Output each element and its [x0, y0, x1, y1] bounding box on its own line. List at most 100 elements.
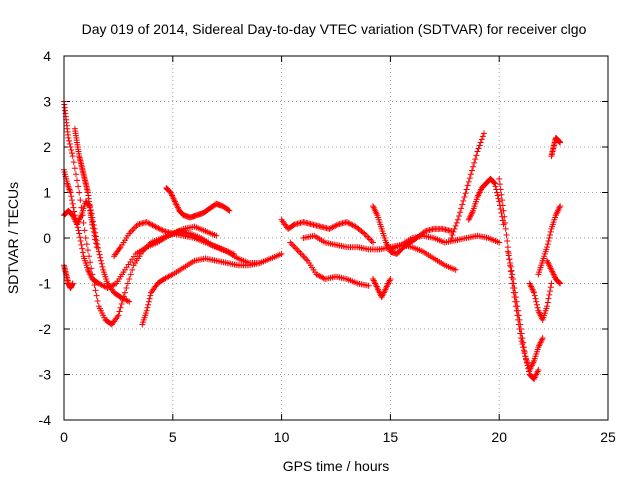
data-point	[548, 280, 555, 287]
data-point	[359, 229, 366, 236]
data-point	[298, 251, 305, 258]
data-point	[66, 137, 73, 144]
data-point	[557, 139, 564, 146]
data-point	[496, 198, 503, 205]
data-point	[450, 228, 457, 235]
data-point	[86, 253, 93, 260]
data-point	[513, 298, 520, 305]
data-point	[504, 238, 511, 245]
data-point	[518, 338, 525, 345]
data-point	[94, 297, 101, 304]
data-point	[91, 225, 98, 232]
data-point	[121, 289, 128, 296]
data-point	[69, 280, 76, 287]
data-point	[534, 304, 541, 311]
data-point	[76, 234, 83, 241]
data-point	[82, 235, 89, 241]
data-point	[365, 282, 372, 289]
data-point	[547, 284, 554, 291]
data-point	[387, 275, 394, 282]
data-point	[123, 285, 130, 292]
data-point	[497, 186, 504, 193]
data-point	[95, 248, 102, 255]
data-point	[290, 222, 297, 229]
data-point	[514, 303, 521, 310]
data-point	[68, 197, 75, 204]
data-point	[126, 298, 133, 305]
data-point	[294, 247, 301, 254]
data-point	[539, 335, 546, 342]
data-point	[532, 295, 539, 302]
data-point	[90, 222, 97, 229]
data-point	[297, 250, 304, 257]
data-point	[147, 292, 154, 299]
data-point	[92, 240, 99, 247]
data-point	[65, 134, 72, 141]
data-point	[81, 227, 88, 234]
data-point	[75, 227, 82, 234]
data-point	[95, 244, 102, 251]
data-point	[97, 257, 104, 264]
data-point	[79, 249, 86, 256]
plot-frame	[63, 55, 609, 421]
data-point	[168, 272, 175, 279]
data-point	[546, 288, 553, 295]
data-point	[126, 275, 133, 282]
data-point	[333, 222, 340, 229]
data-marks	[61, 98, 564, 383]
y-tick-label: 1	[43, 185, 51, 201]
data-point	[90, 228, 97, 235]
data-point	[499, 197, 506, 204]
data-point	[491, 180, 498, 187]
data-point	[546, 231, 553, 238]
data-point	[278, 250, 285, 257]
series-arc-u	[548, 134, 564, 160]
data-point	[78, 241, 85, 248]
data-point	[288, 241, 295, 248]
data-point	[480, 130, 487, 137]
y-tick-label: -1	[39, 276, 52, 292]
data-point	[473, 152, 480, 159]
data-point	[496, 239, 503, 246]
data-point	[509, 275, 516, 282]
data-point	[87, 259, 94, 266]
data-point	[494, 189, 501, 196]
data-point	[92, 236, 99, 243]
data-point	[143, 307, 150, 314]
data-point	[124, 280, 131, 287]
data-point	[452, 222, 459, 229]
data-point	[127, 271, 134, 278]
data-point	[544, 244, 551, 251]
y-axis-label: SDTVAR / TECUs	[5, 182, 21, 294]
data-point	[129, 227, 136, 234]
data-point	[90, 225, 97, 232]
y-tick-label: -2	[39, 321, 52, 337]
data-point	[451, 225, 458, 232]
data-point	[546, 291, 553, 298]
data-point	[452, 266, 459, 273]
series-arc-f	[139, 255, 263, 328]
data-point	[547, 228, 554, 235]
data-point	[476, 142, 483, 149]
data-point	[93, 292, 100, 299]
data-point	[369, 239, 376, 246]
data-point	[472, 156, 479, 163]
data-point	[519, 335, 526, 342]
data-point	[79, 245, 86, 252]
data-point	[76, 230, 83, 237]
data-point	[545, 238, 552, 245]
y-tick-label: -4	[39, 412, 52, 428]
data-point	[544, 299, 551, 306]
series-arc-v	[544, 257, 564, 287]
data-point	[99, 263, 106, 270]
data-point	[466, 175, 473, 182]
data-point	[465, 178, 472, 185]
data-point	[367, 236, 374, 243]
x-tick-label: 20	[491, 429, 507, 445]
data-point	[557, 203, 564, 210]
data-point	[503, 231, 510, 238]
series-arc-h	[163, 184, 233, 221]
data-point	[494, 192, 501, 199]
data-point	[67, 189, 74, 196]
data-point	[508, 267, 515, 274]
